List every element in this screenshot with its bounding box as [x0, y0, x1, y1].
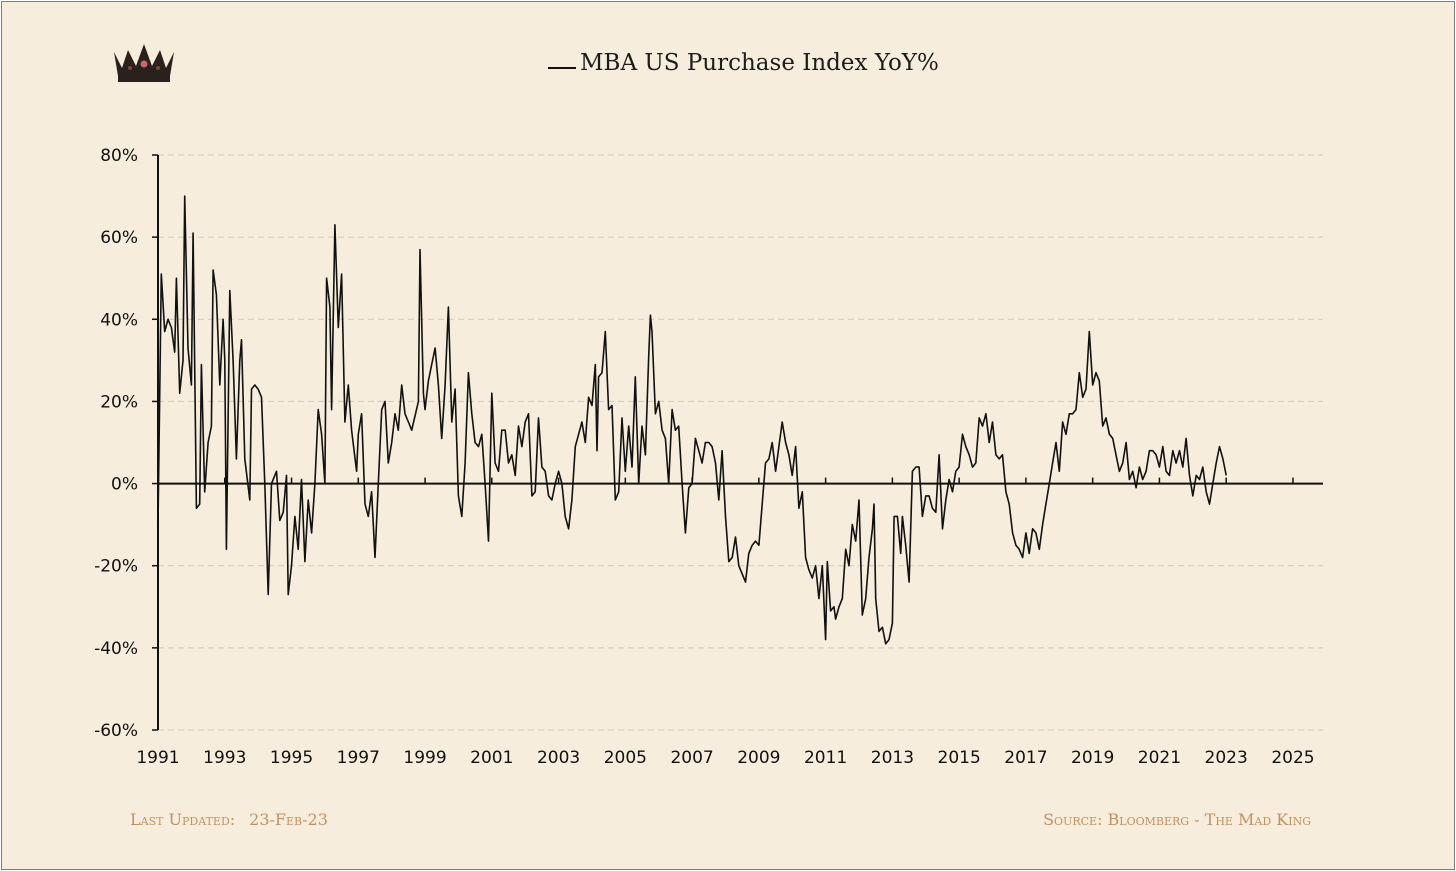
- y-tick-label: 40%: [100, 310, 138, 330]
- y-tick-label: 80%: [100, 146, 138, 166]
- x-tick-label: 2001: [470, 748, 513, 768]
- x-tick-label: 2017: [1004, 748, 1047, 768]
- x-tick-label: 2013: [871, 748, 914, 768]
- y-tick-label: 0%: [111, 475, 138, 495]
- last-updated-label: Last Updated:: [130, 810, 236, 829]
- legend-line-swatch: [548, 67, 576, 69]
- x-tick-label: 2021: [1138, 748, 1181, 768]
- gridlines: [158, 154, 1323, 731]
- legend-series-label: MBA US Purchase Index YoY%: [580, 50, 939, 76]
- source-note: Source: Bloomberg - The Mad King: [1043, 810, 1311, 829]
- y-tick-label: -40%: [94, 639, 138, 659]
- crown-icon: [110, 42, 178, 88]
- x-tick-label: 2019: [1071, 748, 1114, 768]
- x-tick-label: 2009: [737, 748, 780, 768]
- x-tick-label: 2007: [670, 748, 713, 768]
- x-tick-label: 1991: [136, 748, 179, 768]
- x-tick-label: 2023: [1205, 748, 1248, 768]
- x-tick-label: 1993: [203, 748, 246, 768]
- chart-title: MBA US Purchase Index YoY%: [548, 50, 939, 76]
- x-tick-label: 2015: [938, 748, 981, 768]
- y-tick-label: -20%: [94, 557, 138, 577]
- y-axis-ticks: 80% 60% 40% 20% 0% -20% -40% -60%: [94, 146, 158, 741]
- last-updated: Last Updated: 23-Feb-23: [130, 810, 328, 829]
- x-tick-label: 1997: [337, 748, 380, 768]
- series-line: [157, 195, 1227, 645]
- x-tick-label: 1999: [403, 748, 446, 768]
- y-tick-label: -60%: [94, 721, 138, 741]
- x-tick-label: 2003: [537, 748, 580, 768]
- y-tick-label: 20%: [100, 392, 138, 412]
- last-updated-value: 23-Feb-23: [249, 810, 328, 829]
- x-axis-ticks: 1991 1993 1995 1997 1999 2001 2003 2005 2007 2009…: [136, 477, 1315, 768]
- x-tick-label: 2005: [604, 748, 647, 768]
- series-group: [157, 195, 1227, 645]
- x-tick-label: 1995: [270, 748, 313, 768]
- x-tick-label: 2011: [804, 748, 847, 768]
- y-tick-label: 60%: [100, 228, 138, 248]
- x-tick-label: 2025: [1271, 748, 1314, 768]
